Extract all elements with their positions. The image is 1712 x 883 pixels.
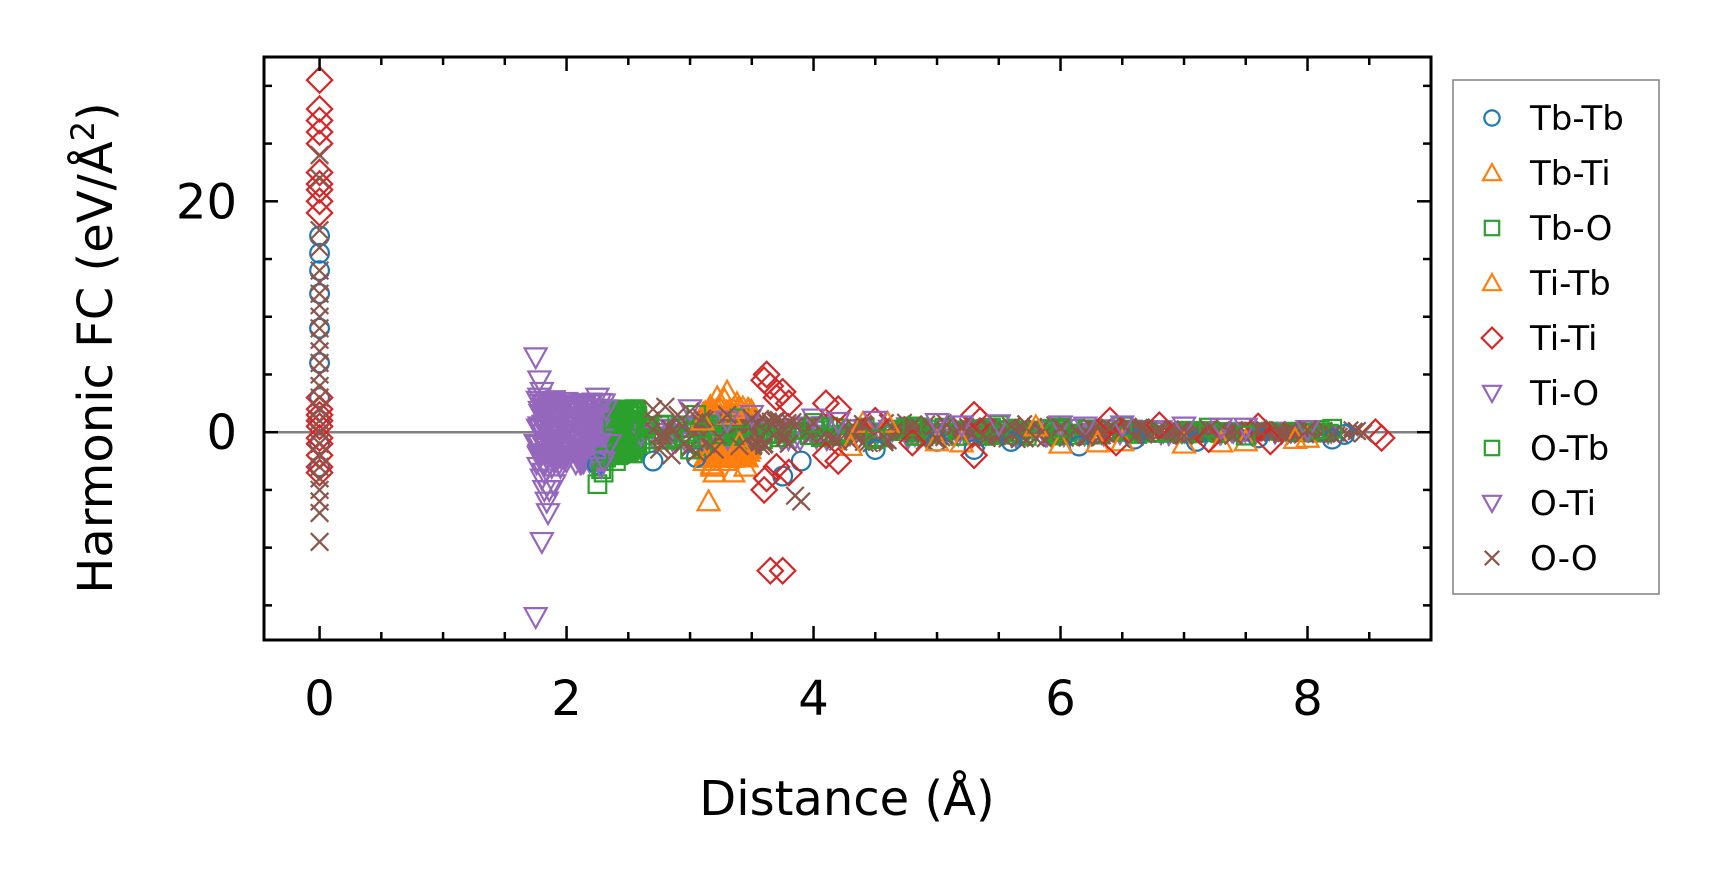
legend-label: Ti-Ti xyxy=(1529,319,1598,359)
x-tick-label: 0 xyxy=(304,671,335,727)
x-tick-label: 2 xyxy=(551,671,582,727)
legend-label: O-O xyxy=(1530,539,1598,579)
legend-label: Ti-Tb xyxy=(1529,264,1611,304)
y-tick-label: 0 xyxy=(206,405,237,461)
x-tick-label: 8 xyxy=(1292,671,1323,727)
legend-label: Tb-O xyxy=(1529,209,1612,249)
y-axis-title-superscript: 2 xyxy=(64,121,102,141)
y-tick-label: 20 xyxy=(176,174,237,230)
x-tick-label: 4 xyxy=(798,671,829,727)
legend: Tb-Tb Tb-Ti Tb-O Ti-Tb Ti-Ti Ti-O O-Tb O-Ti O-O xyxy=(1453,80,1659,594)
legend-label: Tb-Ti xyxy=(1529,154,1611,194)
x-axis-title: Distance (Å) xyxy=(699,770,994,827)
y-axis-title: Harmonic FC (eV/Å2) xyxy=(64,102,124,594)
y-axis-title-close: ) xyxy=(68,102,124,121)
y-axis-title-main: Harmonic FC (eV/Å xyxy=(67,141,124,594)
legend-label: Ti-O xyxy=(1529,374,1599,414)
legend-label: O-Tb xyxy=(1530,429,1609,469)
x-tick-label: 6 xyxy=(1045,671,1076,727)
legend-label: Tb-Tb xyxy=(1529,99,1624,139)
legend-label: O-Ti xyxy=(1530,484,1596,524)
plot-area xyxy=(264,57,1431,640)
